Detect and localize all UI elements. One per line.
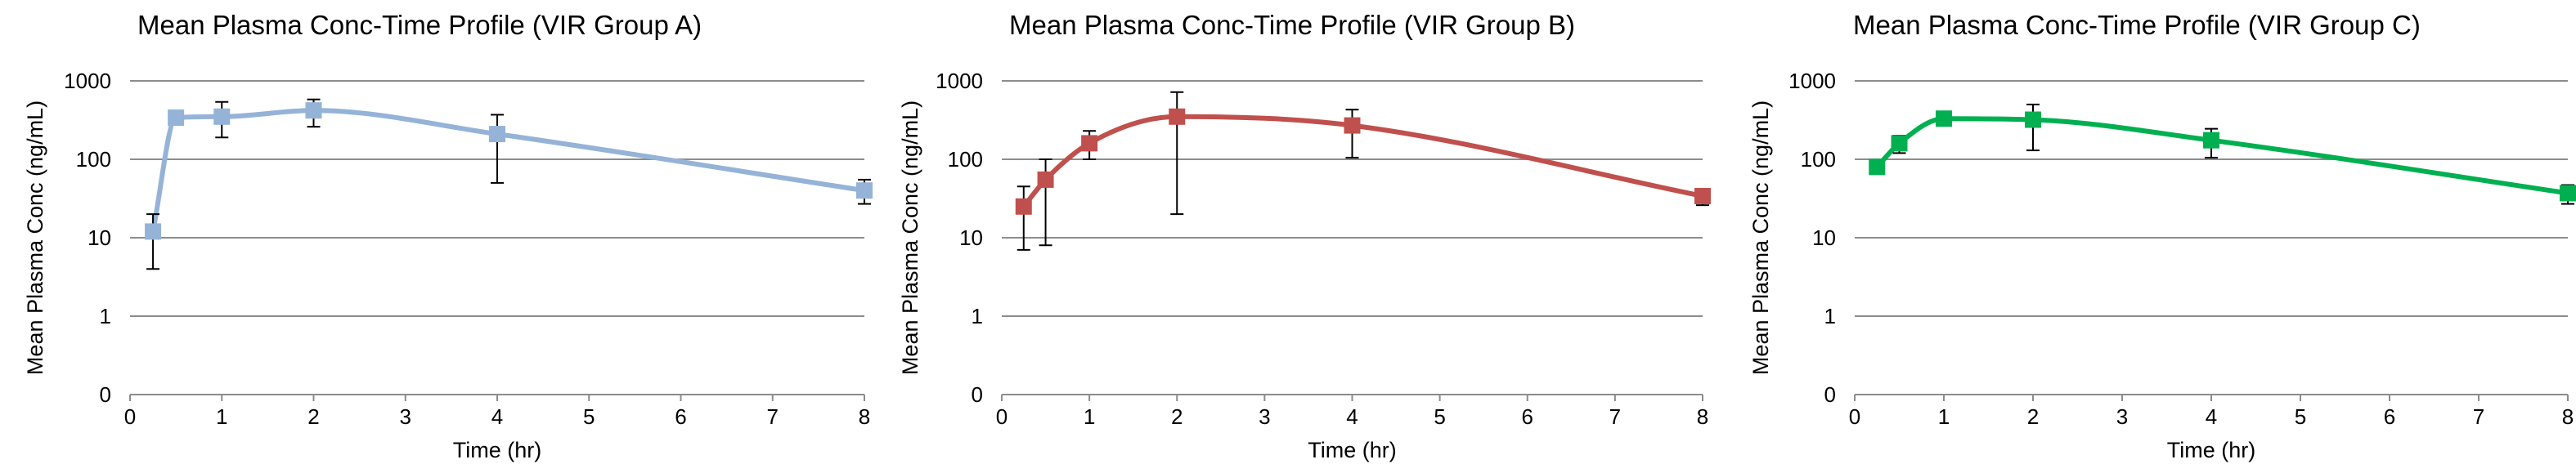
data-point: [168, 109, 185, 126]
series-line: [150, 108, 865, 232]
x-tick-label: 2: [2027, 404, 2039, 429]
x-tick-label: 3: [2116, 404, 2128, 429]
x-tick-label: 1: [216, 404, 227, 429]
data-point: [1869, 158, 1886, 176]
y-tick-label: 0: [100, 382, 111, 407]
x-tick-label: 8: [2562, 404, 2574, 429]
y-tick-label: 1: [100, 304, 111, 328]
x-tick-label: 6: [675, 404, 686, 429]
chart-title: Mean Plasma Conc-Time Profile (VIR Group…: [1009, 10, 1575, 40]
x-tick-label: 8: [1697, 404, 1708, 429]
chart-panel-group-c: Mean Plasma Conc-Time Profile (VIR Group…: [1726, 0, 2576, 473]
y-tick-label: 10: [959, 225, 983, 250]
data-point: [1081, 135, 1098, 152]
x-tick-label: 5: [583, 404, 595, 429]
data-point: [213, 108, 231, 125]
x-tick-label: 7: [2473, 404, 2484, 429]
x-tick-label: 4: [2206, 404, 2217, 429]
y-tick-label: 100: [1801, 147, 1836, 172]
data-point: [305, 102, 322, 119]
y-tick-label: 0: [972, 382, 983, 407]
x-tick-label: 3: [400, 404, 411, 429]
y-tick-label: 10: [88, 225, 111, 250]
x-tick-label: 4: [491, 404, 503, 429]
series-line: [1021, 114, 1703, 208]
chart-title: Mean Plasma Conc-Time Profile (VIR Group…: [1853, 10, 2421, 40]
data-point: [1936, 110, 1952, 127]
x-axis-label: Time (hr): [2167, 438, 2256, 462]
x-tick-label: 0: [996, 404, 1008, 429]
x-tick-label: 5: [2295, 404, 2306, 429]
y-tick-label: 1000: [936, 69, 983, 93]
chart-svg: Mean Plasma Conc-Time Profile (VIR Group…: [1748, 10, 2576, 462]
x-tick-label: 1: [1084, 404, 1095, 429]
y-axis-label: Mean Plasma Conc (ng/mL): [1748, 100, 1773, 375]
data-point: [1169, 108, 1186, 125]
x-axis-label: Time (hr): [1308, 438, 1397, 462]
x-tick-label: 6: [2384, 404, 2395, 429]
y-axis-label: Mean Plasma Conc (ng/mL): [898, 100, 922, 375]
data-point: [2025, 111, 2041, 128]
x-tick-label: 5: [1434, 404, 1445, 429]
series-line: [1875, 116, 2569, 196]
y-tick-label: 0: [1824, 382, 1836, 407]
chart-svg: Mean Plasma Conc-Time Profile (VIR Group…: [898, 10, 1711, 462]
y-tick-label: 100: [76, 147, 111, 172]
y-tick-label: 1000: [1788, 69, 1836, 93]
x-tick-label: 7: [767, 404, 779, 429]
data-point: [1344, 117, 1361, 134]
y-tick-label: 1: [1824, 304, 1836, 328]
x-tick-label: 3: [1259, 404, 1270, 429]
x-tick-label: 6: [1522, 404, 1533, 429]
x-tick-label: 0: [124, 404, 136, 429]
y-axis-label: Mean Plasma Conc (ng/mL): [23, 100, 47, 375]
x-tick-label: 1: [1938, 404, 1950, 429]
data-point: [2203, 132, 2219, 149]
data-point: [1037, 171, 1054, 188]
y-tick-label: 1: [972, 304, 983, 328]
data-point: [145, 223, 162, 240]
data-point: [856, 182, 873, 199]
y-tick-label: 100: [948, 147, 983, 172]
data-point: [1015, 198, 1032, 215]
x-tick-label: 7: [1609, 404, 1621, 429]
x-tick-label: 2: [1171, 404, 1183, 429]
chart-panel-group-a: Mean Plasma Conc-Time Profile (VIR Group…: [0, 0, 875, 473]
x-tick-label: 4: [1346, 404, 1358, 429]
data-point: [489, 126, 505, 143]
chart-svg: Mean Plasma Conc-Time Profile (VIR Group…: [23, 10, 873, 462]
x-tick-label: 2: [307, 404, 319, 429]
chart-title: Mean Plasma Conc-Time Profile (VIR Group…: [137, 10, 702, 40]
data-point: [1694, 187, 1711, 204]
x-axis-label: Time (hr): [453, 438, 542, 462]
data-point: [1891, 135, 1908, 152]
x-tick-label: 0: [1849, 404, 1860, 429]
x-tick-label: 8: [859, 404, 870, 429]
data-point: [2560, 185, 2576, 202]
y-tick-label: 10: [1812, 225, 1836, 250]
chart-panel-group-b: Mean Plasma Conc-Time Profile (VIR Group…: [875, 0, 1726, 473]
y-tick-label: 1000: [64, 69, 111, 93]
